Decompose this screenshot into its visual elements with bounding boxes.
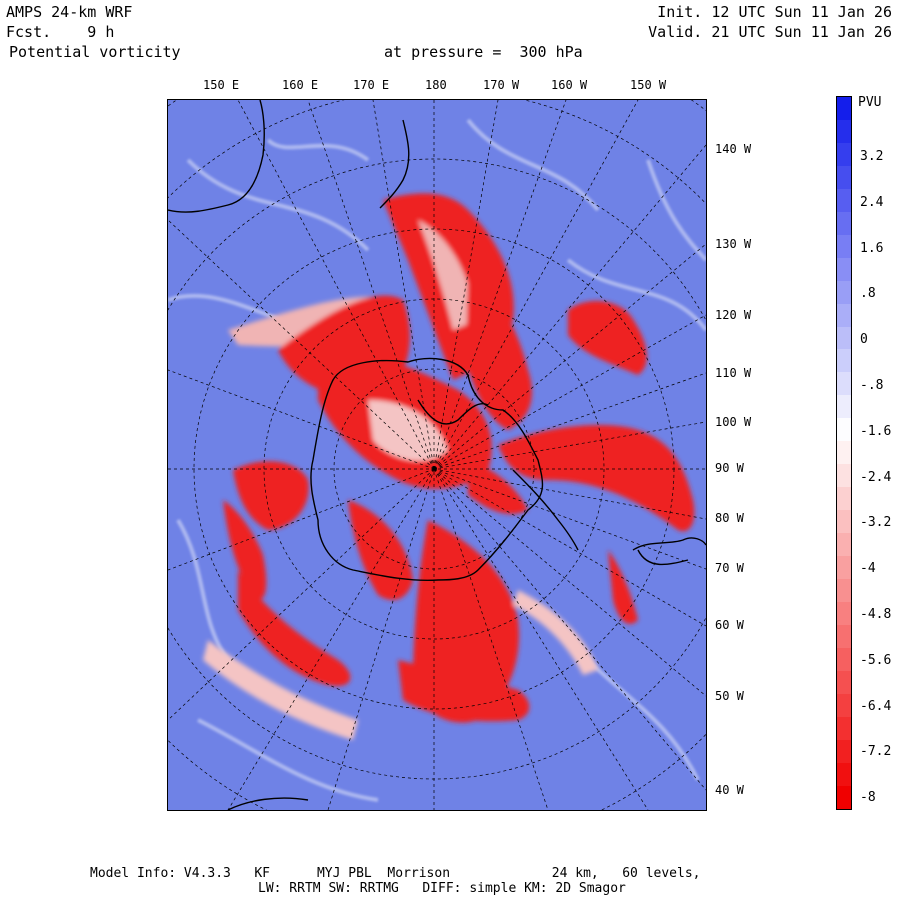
colorbar-swatch: [837, 165, 851, 189]
model-info-line2: LW: RRTM SW: RRTMG DIFF: simple KM: 2D S…: [258, 881, 626, 896]
colorbar-label: -1.6: [860, 423, 892, 439]
colorbar-swatch: [837, 418, 851, 442]
lon-label-top: 150 W: [630, 78, 667, 92]
model-title: AMPS 24-km WRF: [6, 3, 133, 21]
colorbar-label: -.8: [860, 378, 884, 393]
colorbar-swatch: [837, 579, 851, 602]
colorbar-swatch: [837, 647, 851, 671]
colorbar-swatch: [837, 97, 851, 120]
colorbar-swatch: [837, 693, 851, 717]
pv-arm-southwest: [238, 570, 351, 686]
lon-label-right: 50 W: [715, 689, 744, 703]
lon-label-right: 70 W: [715, 561, 744, 575]
pv-center: [368, 400, 448, 461]
colorbar-swatch: [837, 464, 851, 488]
colorbar-label: -3.2: [860, 515, 892, 531]
colorbar-swatch: [837, 762, 851, 786]
pv-map: [167, 99, 707, 811]
lon-label-right: 100 W: [715, 415, 752, 429]
africa-edge: [227, 797, 309, 810]
lon-label-top: 180: [425, 78, 447, 92]
antarctica-coast: [310, 357, 544, 582]
colorbar-swatch: [837, 556, 851, 580]
colorbar-label: 3.2: [860, 149, 884, 164]
pv-arm-east: [498, 425, 695, 532]
colorbar-label: -6.4: [860, 698, 892, 714]
pv-arm-south: [398, 660, 530, 722]
pressure-level: at pressure = 300 hPa: [384, 43, 583, 61]
variable-name: Potential vorticity: [9, 43, 181, 61]
colorbar-label: -4.8: [860, 607, 892, 622]
colorbar: [836, 96, 852, 810]
colorbar-swatch: [837, 487, 851, 511]
pv-arm-southeast: [608, 550, 638, 624]
pv-arm-northeast: [466, 270, 532, 430]
lon-label-right: 110 W: [715, 366, 752, 380]
lon-label-right: 140 W: [715, 142, 752, 156]
colorbar-label: 1.6: [860, 240, 884, 256]
colorbar-swatch: [837, 303, 851, 327]
map-canvas: [168, 100, 706, 810]
pv-filament-pale: [513, 590, 598, 675]
colorbar-swatch: [837, 257, 851, 281]
lon-label-right: 90 W: [715, 461, 744, 475]
south-america-tip: [637, 549, 689, 566]
coastlines: [168, 100, 706, 810]
colorbar-swatch: [837, 188, 851, 212]
colorbar-label: -5.6: [860, 652, 892, 668]
colorbar-label: 2.4: [860, 194, 884, 210]
colorbar-swatch: [837, 785, 851, 809]
colorbar-label: 0: [860, 332, 868, 348]
pv-arm-south-center: [348, 500, 413, 600]
lon-label-right: 130 W: [715, 237, 752, 251]
colorbar-swatch: [837, 119, 851, 143]
colorbar-swatch: [837, 395, 851, 419]
lon-label-right: 120 W: [715, 308, 752, 322]
lon-label-top: 150 E: [203, 78, 240, 92]
colorbar-label: -4: [860, 561, 876, 577]
lon-label-top: 160 E: [282, 78, 319, 92]
colorbar-swatch: [837, 326, 851, 350]
colorbar-swatch: [837, 510, 851, 534]
background-swirls: [168, 118, 706, 802]
colorbar-label: .8: [860, 286, 876, 302]
colorbar-unit: PVU: [858, 95, 882, 110]
init-time: Init. 12 UTC Sun 11 Jan 26: [657, 3, 892, 21]
colorbar-swatch: [837, 624, 851, 648]
lon-label-top: 170 E: [353, 78, 390, 92]
model-info-line1: Model Info: V4.3.3 KF MYJ PBL Morrison 2…: [90, 866, 701, 881]
forecast-hour: Fcst. 9 h: [6, 23, 115, 41]
colorbar-swatch: [837, 234, 851, 258]
antarctic-peninsula: [512, 469, 579, 551]
pv-arm-west: [223, 500, 267, 600]
pv-blob-northeast: [568, 300, 647, 375]
colorbar-swatch: [837, 533, 851, 557]
colorbar-label: -2.4: [860, 469, 892, 485]
colorbar-swatch: [837, 142, 851, 166]
colorbar-swatch: [837, 280, 851, 304]
colorbar-swatch: [837, 716, 851, 740]
pv-filament-pale: [203, 640, 358, 740]
colorbar-label: -7.2: [860, 744, 892, 760]
colorbar-swatch: [837, 372, 851, 396]
south-america-coast: [632, 537, 706, 551]
valid-time: Valid. 21 UTC Sun 11 Jan 26: [648, 23, 892, 41]
colorbar-swatch: [837, 739, 851, 763]
lon-label-right: 80 W: [715, 511, 744, 525]
ross-sea-indent: [417, 399, 489, 425]
lon-label-right: 40 W: [715, 783, 744, 797]
lon-label-top: 170 W: [483, 78, 520, 92]
colorbar-swatch: [837, 670, 851, 694]
lon-label-right: 60 W: [715, 618, 744, 632]
pv-arm-west: [233, 461, 309, 530]
colorbar-swatch: [837, 211, 851, 235]
new-zealand: [379, 119, 410, 209]
lon-label-top: 160 W: [551, 78, 588, 92]
colorbar-swatch: [837, 441, 851, 465]
graticule: [168, 100, 706, 810]
colorbar-label: -8: [860, 790, 876, 806]
australia-coast: [168, 100, 265, 213]
colorbar-swatch: [837, 601, 851, 625]
colorbar-swatch: [837, 349, 851, 373]
